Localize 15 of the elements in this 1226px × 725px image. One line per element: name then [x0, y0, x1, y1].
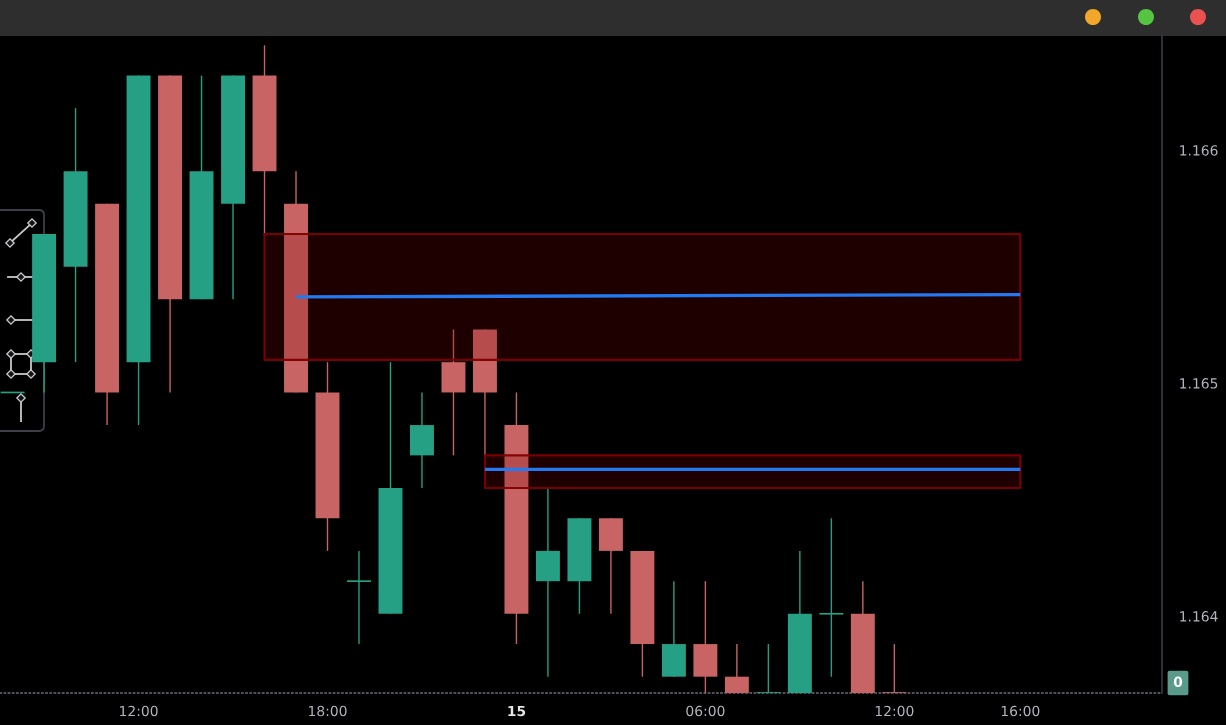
candlestick: [755, 643, 782, 693]
x-tick-label: 18:00: [309, 705, 347, 717]
y-tick-label: 1.166: [1180, 145, 1218, 156]
candlestick: [818, 517, 845, 678]
x-tick-label: 15: [508, 705, 526, 717]
candlestick: [881, 643, 908, 693]
y-tick-label: 1.165: [1180, 378, 1218, 389]
x-tick-label: 12:00: [120, 705, 158, 717]
y-tick-label: 1.164: [1180, 611, 1218, 622]
text: 0: [1173, 676, 1183, 688]
candlestick: [724, 643, 749, 693]
x-tick-label: 06:00: [686, 705, 725, 717]
x-tick-label: 12:00: [875, 705, 914, 717]
x-tick-label: 16:00: [1001, 705, 1040, 717]
candlestick: [346, 550, 372, 645]
